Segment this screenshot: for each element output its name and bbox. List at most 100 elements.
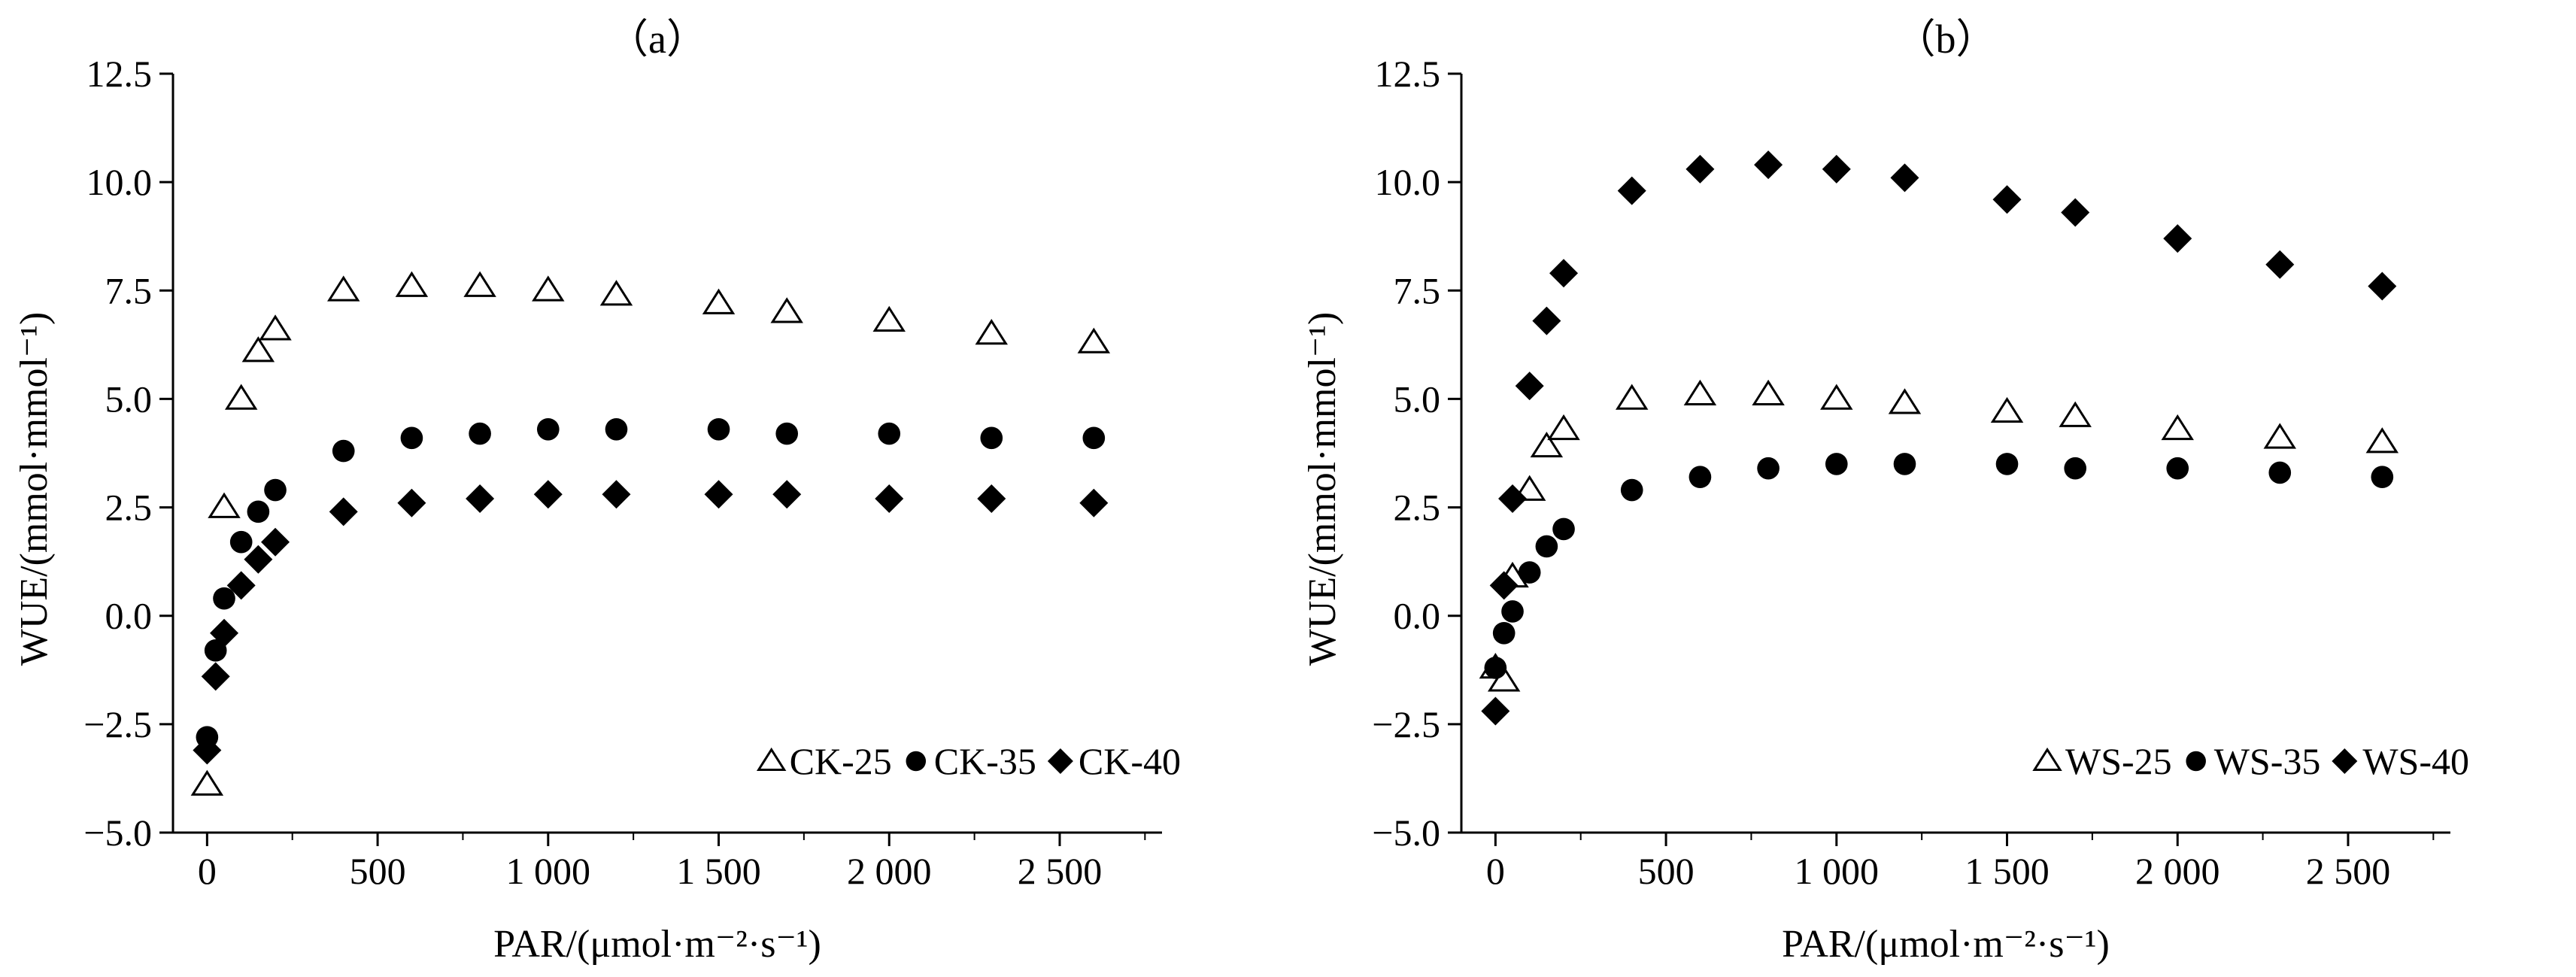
chart-a-point-CK-25	[259, 314, 292, 341]
chart-a-points	[190, 271, 1111, 796]
chart-b-point-WS-35	[1995, 453, 2019, 475]
chart-b-points	[1479, 150, 2399, 726]
chart-b-xtick-label: 0	[1486, 850, 1505, 892]
chart-b-point-WS-35	[1893, 453, 1916, 475]
chart-a-point-CK-40	[466, 484, 495, 514]
chart-b-xtick-label: 2 000	[2135, 850, 2220, 892]
chart-b-point-WS-35	[2166, 457, 2189, 480]
chart-a-xtick-labels: 0 500 1 000 1 500 2 000 2 500	[198, 850, 1102, 892]
chart-b-point-WS-25	[1888, 388, 1922, 414]
chart-b-svg: （b） −5.0 −2.5 0.0 2.5 5.0 7.5 10.0 12.5 0 500 1 0…	[1301, 17, 2469, 966]
chart-a-point-CK-35	[775, 422, 799, 445]
chart-b-point-WS-40	[1549, 259, 1579, 288]
chart-b-legend-marker-WS-40	[2332, 748, 2358, 774]
chart-b-point-WS-40	[1617, 176, 1646, 205]
chart-a-point-CK-40	[704, 480, 733, 509]
chart-b-point-WS-25	[1683, 379, 1717, 405]
chart-a-legend-marker-CK-35	[906, 751, 927, 772]
chart-a-point-CK-35	[400, 426, 423, 450]
chart-a-point-CK-40	[244, 545, 273, 574]
chart-a-point-CK-35	[229, 530, 253, 554]
chart-a-point-CK-40	[977, 484, 1006, 514]
chart-b-ytick-label: 2.5	[1394, 487, 1441, 529]
chart-a-point-CK-25	[224, 384, 258, 410]
chart-a-ylabel: WUE/(mmol·mmol⁻¹)	[13, 312, 56, 666]
chart-b-legend-marker-WS-35	[2186, 751, 2206, 772]
chart-b-point-WS-35	[2268, 461, 2292, 484]
chart-a-point-CK-25	[872, 305, 906, 332]
chart-a-point-CK-35	[1082, 426, 1106, 450]
chart-a-xtick-label: 0	[198, 850, 217, 892]
chart-a-point-CK-25	[1077, 327, 1111, 353]
chart-a-point-CK-40	[875, 484, 904, 514]
chart-b-point-WS-35	[2064, 457, 2087, 480]
chart-a-point-CK-25	[395, 271, 429, 297]
chart-a-point-CK-25	[208, 492, 241, 518]
chart-b-xtick-label: 1 000	[1795, 850, 1880, 892]
chart-a-legend-label: CK-40	[1079, 740, 1181, 782]
chart-b-point-WS-25	[1487, 666, 1521, 692]
chart-b-point-WS-40	[1822, 154, 1851, 184]
chart-a-point-CK-40	[1079, 488, 1109, 517]
chart-a-point-CK-25	[702, 288, 736, 314]
chart-b-legend: WS-40 WS-35 WS-25	[2032, 740, 2469, 782]
chart-panel-b: （b） −5.0 −2.5 0.0 2.5 5.0 7.5 10.0 12.5 0 500 1 0…	[1288, 0, 2576, 977]
chart-a-legend-label: CK-35	[934, 740, 1036, 782]
chart-a-point-CK-25	[326, 275, 360, 302]
chart-b-point-WS-40	[1489, 571, 1519, 600]
chart-b-ytick-label: 12.5	[1375, 53, 1441, 95]
chart-a-point-CK-35	[247, 500, 270, 523]
chart-b-legend-label: WS-25	[2065, 740, 2172, 782]
chart-b-point-WS-40	[2265, 250, 2295, 279]
chart-b-axes	[1448, 72, 2450, 846]
chart-a-legend-label: CK-25	[790, 740, 892, 782]
chart-a-point-CK-35	[332, 439, 355, 463]
chart-b-point-WS-40	[2368, 272, 2397, 301]
chart-a-point-CK-40	[193, 736, 222, 765]
chart-a-point-CK-40	[533, 480, 563, 509]
chart-b-point-WS-40	[1532, 306, 1561, 335]
chart-b-legend-label: WS-40	[2362, 740, 2469, 782]
chart-a-point-CK-25	[532, 275, 565, 302]
chart-a-point-CK-25	[599, 280, 633, 306]
chart-a-ytick-label: 12.5	[86, 53, 153, 95]
chart-b-ytick-label: −2.5	[1372, 703, 1440, 745]
chart-b-ytick-label: 7.5	[1394, 269, 1441, 311]
chart-b-ytick-label: 10.0	[1375, 161, 1441, 203]
chart-a-point-CK-35	[605, 417, 628, 441]
chart-b-point-WS-35	[2371, 466, 2394, 489]
chart-a-point-CK-40	[210, 618, 239, 648]
chart-a-ytick-label: 5.0	[105, 378, 153, 420]
chart-a-xtick-label: 1 000	[506, 850, 591, 892]
chart-a-xtick-label: 2 000	[847, 850, 932, 892]
chart-b-point-WS-40	[2061, 198, 2090, 227]
chart-a-point-CK-40	[329, 497, 358, 526]
chart-b-point-WS-35	[1552, 517, 1575, 541]
chart-a-xtick-label: 2 500	[1018, 850, 1103, 892]
chart-a-point-CK-25	[241, 336, 275, 363]
chart-b-point-WS-40	[1890, 163, 1919, 193]
chart-a-point-CK-40	[201, 662, 230, 691]
chart-a-ytick-label: −2.5	[83, 703, 152, 745]
chart-a-legend: CK-40 CK-35 CK-25	[756, 740, 1181, 782]
chart-b-point-WS-25	[2263, 423, 2297, 449]
chart-a-xtick-label: 500	[350, 850, 406, 892]
chart-b-point-WS-35	[1501, 600, 1524, 623]
chart-a-point-CK-35	[469, 422, 491, 445]
chart-a-point-CK-40	[602, 480, 631, 509]
chart-b-ytick-label: 5.0	[1394, 378, 1441, 420]
chart-b-point-WS-25	[2059, 401, 2092, 427]
chart-a-point-CK-25	[463, 271, 496, 297]
chart-a-point-CK-35	[878, 422, 901, 445]
chart-b-legend-label: WS-35	[2214, 740, 2321, 782]
chart-b-point-WS-25	[1615, 384, 1649, 410]
chart-a-ytick-label: 0.0	[105, 595, 153, 637]
chart-a-axes	[159, 72, 1162, 846]
chart-b-point-WS-40	[1498, 484, 1528, 514]
chart-b-ylabel: WUE/(mmol·mmol⁻¹)	[1301, 312, 1344, 666]
chart-b-point-WS-35	[1620, 478, 1643, 502]
chart-a-ytick-label: 7.5	[105, 269, 153, 311]
chart-b-point-WS-35	[1535, 535, 1558, 558]
chart-b-point-WS-35	[1825, 453, 1848, 475]
chart-b-point-WS-25	[1530, 431, 1564, 458]
